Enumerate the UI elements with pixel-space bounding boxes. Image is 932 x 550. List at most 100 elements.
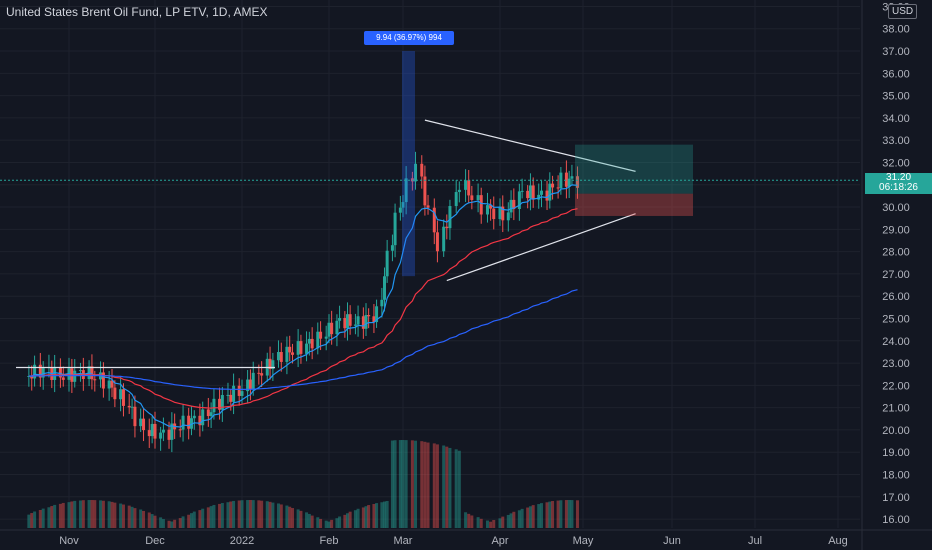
volume-bar — [501, 516, 505, 528]
candle-body — [310, 338, 314, 349]
volume-bar — [27, 514, 31, 528]
candle-body — [232, 385, 236, 402]
volume-bar — [265, 501, 269, 528]
candle-body — [93, 379, 97, 381]
volume-bar — [492, 520, 496, 528]
volume-bar — [107, 501, 111, 528]
volume-bar — [485, 520, 489, 528]
candle-body — [178, 429, 182, 431]
x-tick-label: Jul — [748, 535, 762, 547]
volume-bar — [356, 508, 360, 528]
candle-body — [101, 372, 105, 389]
volume-bar — [564, 500, 568, 528]
stop-zone — [575, 193, 693, 216]
volume-bar — [445, 446, 449, 528]
candle-body — [305, 343, 309, 354]
volume-bar — [70, 501, 74, 528]
candle-body — [113, 387, 117, 400]
candle-body — [110, 380, 114, 388]
candle-body — [414, 163, 418, 182]
candle-body — [133, 406, 137, 427]
chart-grid — [0, 0, 860, 528]
volume-bar — [257, 500, 261, 528]
volume-bar — [170, 521, 174, 528]
candle-body — [246, 379, 250, 392]
volume-bar — [316, 517, 320, 528]
volume-bar — [201, 508, 205, 528]
volume-bar — [246, 500, 250, 528]
candle-body — [73, 370, 77, 382]
candle-body — [276, 352, 280, 361]
candle-body — [489, 205, 493, 209]
volume-bar — [559, 500, 563, 528]
volume-bar — [142, 510, 146, 528]
last-price-value: 31.20 — [885, 172, 912, 183]
x-tick-label: 2022 — [230, 535, 254, 547]
volume-bar — [153, 515, 157, 528]
ema-line — [28, 208, 578, 409]
candle-body — [498, 206, 502, 220]
candle-body — [53, 366, 57, 380]
x-tick-label: Apr — [491, 535, 508, 547]
candle-body — [367, 315, 371, 317]
volume-bar — [398, 440, 402, 528]
candle-body — [327, 322, 331, 337]
volume-bar — [299, 510, 303, 528]
volume-bar — [237, 500, 241, 528]
candle-body — [551, 183, 555, 188]
volume-bar — [545, 502, 549, 528]
candle-body — [420, 163, 424, 177]
candle-body — [501, 206, 505, 221]
volume-bar — [410, 440, 414, 528]
y-tick-label: 26.00 — [882, 291, 910, 303]
volume-bar — [479, 518, 483, 528]
volume-bar — [467, 513, 471, 528]
candle-body — [517, 191, 521, 209]
volume-bar — [187, 514, 191, 528]
candle-body — [575, 176, 579, 188]
candle-body — [61, 377, 65, 380]
volume-bar — [464, 512, 468, 528]
volume-bar — [517, 510, 521, 528]
volume-bar — [212, 504, 216, 528]
volume-bar — [121, 504, 125, 528]
y-tick-label: 36.00 — [882, 68, 910, 80]
volume-bar — [327, 521, 331, 528]
y-tick-label: 19.00 — [882, 447, 910, 459]
volume-bar — [150, 514, 154, 528]
candle-body — [556, 187, 560, 189]
x-tick-label: Aug — [828, 535, 848, 547]
candle-body — [316, 331, 320, 349]
volume-bar — [101, 500, 105, 528]
currency-button[interactable]: USD — [888, 4, 918, 19]
volume-bar — [319, 518, 323, 528]
volume-bar — [531, 505, 535, 528]
candle-body — [187, 415, 191, 429]
candle-body — [127, 405, 131, 408]
volume-bar — [67, 502, 71, 528]
candle-body — [198, 415, 202, 426]
volume-bar — [189, 513, 193, 528]
volume-bar — [476, 517, 480, 528]
volume-bar — [393, 440, 397, 528]
candle-body — [58, 366, 62, 378]
candle-body — [364, 315, 368, 329]
volume-bar — [30, 513, 34, 528]
volume-bar — [78, 500, 82, 528]
x-tick-label: Feb — [320, 535, 339, 547]
volume-bar — [426, 442, 430, 528]
candle-body — [291, 352, 295, 355]
candle-body — [229, 394, 233, 402]
volume-bar — [364, 506, 368, 528]
y-tick-label: 35.00 — [882, 91, 910, 103]
volume-bar — [251, 500, 255, 528]
candle-body — [467, 180, 471, 196]
volume-bar — [383, 501, 386, 528]
volume-bar — [414, 440, 418, 528]
volume-bar — [470, 515, 474, 528]
volume-bar — [291, 508, 295, 528]
candle-body — [537, 194, 541, 200]
y-tick-label: 29.00 — [882, 224, 910, 236]
volume-bar — [380, 502, 384, 528]
